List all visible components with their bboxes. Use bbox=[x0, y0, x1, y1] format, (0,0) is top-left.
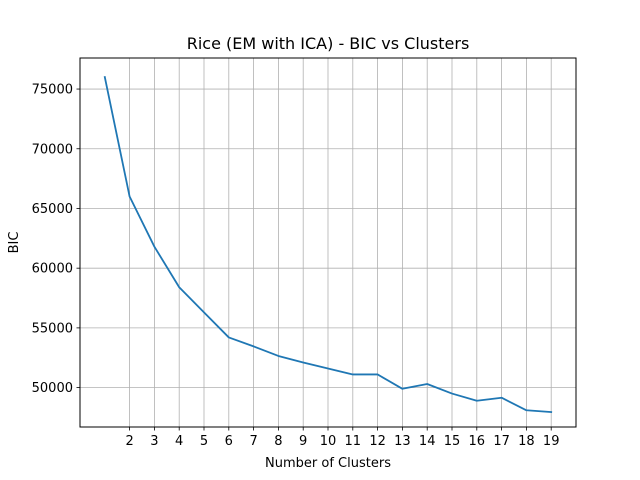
y-tick-label: 75000 bbox=[32, 83, 73, 98]
x-tick-label: 19 bbox=[543, 434, 560, 449]
y-tick-label: 70000 bbox=[32, 142, 73, 157]
x-tick-label: 6 bbox=[225, 434, 233, 449]
x-tick-label: 18 bbox=[518, 434, 535, 449]
chart-title: Rice (EM with ICA) - BIC vs Clusters bbox=[187, 34, 470, 53]
x-tick-label: 5 bbox=[200, 434, 208, 449]
x-tick-label: 7 bbox=[249, 434, 257, 449]
y-tick-label: 60000 bbox=[32, 262, 73, 277]
y-axis: 50000 55000 60000 65000 70000 75000 bbox=[32, 83, 80, 396]
y-tick-label: 55000 bbox=[32, 321, 73, 336]
x-tick-label: 11 bbox=[345, 434, 362, 449]
x-tick-label: 13 bbox=[394, 434, 411, 449]
x-tick-label: 3 bbox=[150, 434, 158, 449]
x-tick-label: 9 bbox=[299, 434, 307, 449]
y-axis-title: BIC bbox=[7, 232, 22, 254]
x-tick-label: 4 bbox=[175, 434, 183, 449]
x-tick-label: 17 bbox=[493, 434, 510, 449]
x-tick-label: 12 bbox=[369, 434, 386, 449]
x-axis-title: Number of Clusters bbox=[265, 456, 391, 471]
grid-lines bbox=[80, 58, 576, 427]
x-tick-label: 16 bbox=[469, 434, 486, 449]
x-tick-label: 15 bbox=[444, 434, 461, 449]
x-tick-label: 8 bbox=[274, 434, 282, 449]
x-axis: 2 3 4 5 6 7 8 9 10 11 12 13 14 15 16 17 18 19 bbox=[125, 427, 559, 449]
y-tick-label: 65000 bbox=[32, 202, 73, 217]
x-tick-label: 10 bbox=[320, 434, 337, 449]
x-tick-label: 2 bbox=[125, 434, 133, 449]
series-layer bbox=[103, 76, 553, 414]
x-tick-label: 14 bbox=[419, 434, 436, 449]
series-line bbox=[103, 76, 553, 414]
y-tick-label: 50000 bbox=[32, 381, 73, 396]
